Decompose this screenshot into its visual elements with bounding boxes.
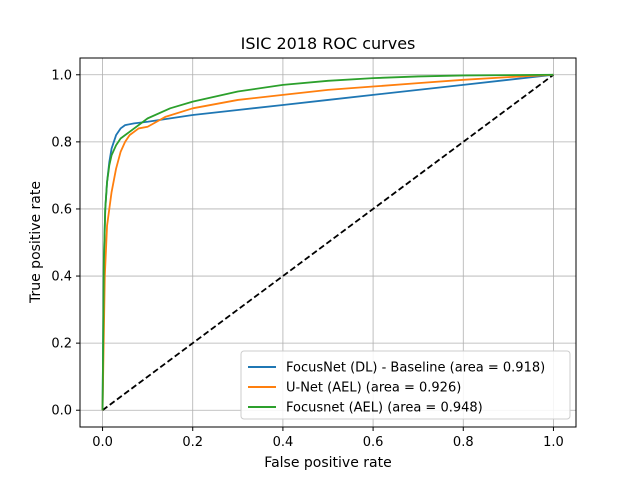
grid-lines [80,58,576,427]
y-tick-label: 1.0 [51,68,72,83]
x-axis-ticks: 0.0 0.2 0.4 0.6 0.8 1.0 [92,427,564,450]
reference-diagonal [102,74,554,411]
series-line-2 [101,73,554,411]
y-axis-label: True positive rate [28,181,44,304]
x-tick-label: 0.8 [453,435,474,450]
plot-frame [79,57,577,428]
y-tick-label: 0.0 [51,404,72,419]
x-tick-label: 0.0 [92,435,113,450]
legend: FocusNet (DL) - Baseline (area = 0.918) U… [240,350,571,420]
x-axis-label: False positive rate [264,455,391,471]
legend-label-1: U-Net (AEL) (area = 0.926) [286,381,461,396]
y-tick-label: 0.8 [51,135,72,150]
y-tick-label: 0.6 [51,202,72,217]
series-line-1 [101,73,554,411]
x-tick-label: 0.2 [182,435,203,450]
series-lines [101,73,554,411]
legend-label-2: Focusnet (AEL) (area = 0.948) [286,401,483,416]
legend-box [240,350,571,420]
legend-label-0: FocusNet (DL) - Baseline (area = 0.918) [286,361,545,376]
chart-title: ISIC 2018 ROC curves [241,34,416,53]
x-tick-label: 1.0 [543,435,564,450]
y-axis-ticks: 0.0 0.2 0.4 0.6 0.8 1.0 [51,68,80,419]
y-tick-label: 0.4 [51,270,72,285]
x-tick-label: 0.4 [273,435,294,450]
x-tick-label: 0.6 [363,435,384,450]
y-tick-label: 0.2 [51,337,72,352]
chance-line [102,74,554,411]
